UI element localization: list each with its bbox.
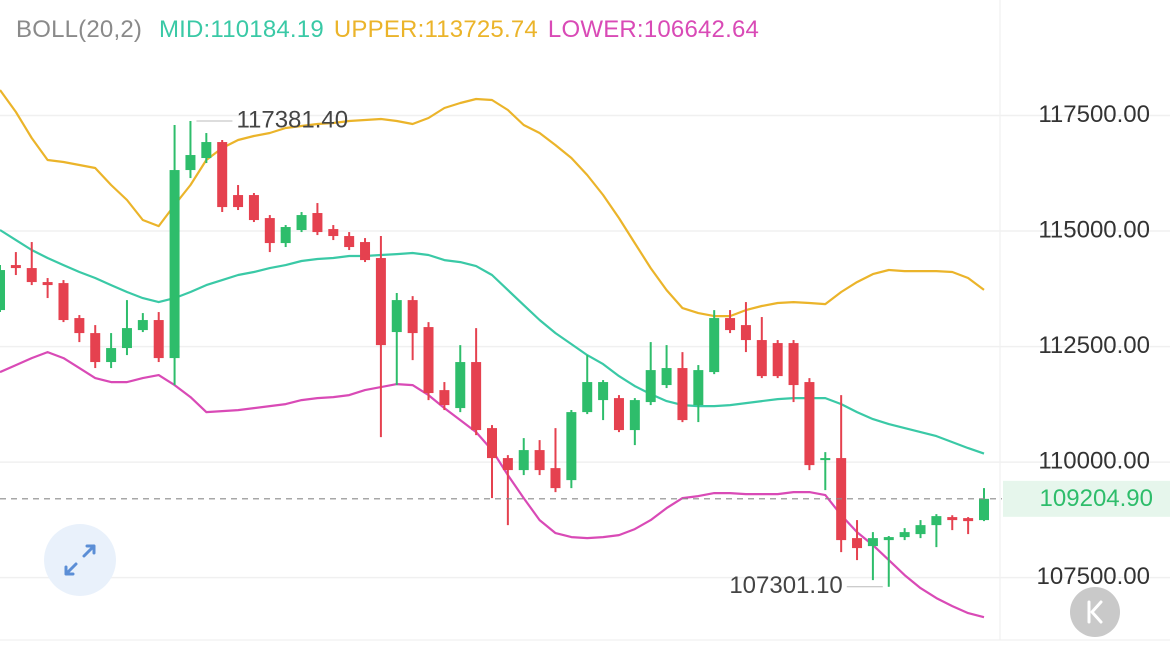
candle-body: [407, 300, 418, 334]
legend-entry: MID:110184.19: [159, 16, 324, 43]
candle-body: [629, 400, 640, 431]
candle-body: [169, 170, 180, 359]
last-price-label: 109204.90: [1040, 485, 1153, 512]
candle-body: [233, 195, 244, 208]
y-tick-label: 107500.00: [1037, 563, 1150, 590]
candle-body: [661, 368, 672, 386]
candle-body: [502, 458, 513, 471]
indicator-line: [0, 229, 985, 455]
candle-body: [947, 517, 958, 521]
candle-body: [439, 390, 450, 406]
scroll-latest-bg[interactable]: [1070, 587, 1120, 637]
candle-body: [582, 382, 593, 413]
candle-body: [264, 218, 275, 244]
grid: 117500.00 115000.00 112500.00 110000.00 1075…: [0, 101, 1170, 590]
candle-body: [756, 340, 767, 377]
expand-button-bg[interactable]: [44, 524, 116, 596]
y-tick-label: 117500.00: [1038, 101, 1150, 128]
candle-body: [613, 398, 624, 431]
candle-body: [455, 362, 466, 409]
candle-body: [899, 532, 910, 538]
candle-body: [963, 518, 974, 522]
last-price-box: [1003, 480, 1170, 517]
candle-body: [740, 325, 751, 341]
candle-body: [137, 320, 148, 331]
candle-body: [248, 195, 259, 221]
candle-body: [487, 428, 497, 459]
candle-body: [185, 155, 196, 171]
y-tick-label: 110000.00: [1038, 447, 1150, 474]
candle-body: [423, 327, 434, 394]
candle-body: [883, 537, 894, 541]
candle-body: [0, 270, 5, 311]
candle-body: [58, 283, 69, 321]
candle-body: [804, 382, 815, 466]
candle-body: [42, 282, 53, 286]
legend-value: 106642.64: [643, 16, 760, 43]
candle-body: [344, 236, 355, 248]
candle-body: [788, 343, 799, 386]
y-tick-label: 112500.00: [1038, 332, 1150, 359]
candle-body: [518, 450, 529, 471]
scroll-latest-button[interactable]: [1070, 587, 1120, 637]
candle-body: [598, 382, 609, 401]
candle-body: [153, 320, 164, 359]
legend-value: 110184.19: [210, 16, 324, 43]
legend-entry: UPPER:113725.74: [334, 16, 538, 43]
candle-body: [201, 142, 212, 159]
candle-body: [693, 370, 704, 406]
candles: [0, 121, 989, 587]
candle-body: [391, 300, 402, 333]
candle-body: [772, 343, 783, 377]
candle-body: [296, 215, 307, 231]
legend-name: MID:: [158, 16, 211, 43]
indicator-name: BOLL(20,2): [16, 16, 143, 43]
candle-body: [217, 142, 228, 208]
indicator-legend: BOLL(20,2) MID:110184.19 UPPER:113725.74 L…: [16, 16, 759, 44]
candle-body: [867, 538, 878, 547]
candle-body: [820, 458, 831, 461]
candle-body: [106, 348, 117, 363]
legend-name: UPPER:: [333, 16, 425, 43]
candle-body: [26, 268, 37, 283]
candle-body: [566, 412, 577, 481]
legend-value: 113725.74: [424, 16, 538, 43]
candle-body: [645, 370, 656, 403]
candle-body: [328, 229, 339, 237]
candle-body: [931, 516, 942, 526]
legend-name: LOWER:: [547, 16, 644, 43]
candle-body: [471, 362, 482, 431]
candle-body: [121, 328, 132, 349]
y-tick-label: 115000.00: [1038, 216, 1150, 243]
low-label: 107301.10: [729, 572, 842, 599]
candle-body: [312, 213, 323, 233]
expand-icon: [64, 544, 96, 576]
candle-body: [74, 318, 85, 334]
overlay: 109204.90 117381.40 107301.10: [0, 106, 1170, 599]
candle-body: [852, 538, 863, 549]
candle-body: [375, 258, 386, 346]
scroll-latest-icon: [1087, 600, 1103, 624]
candle-body: [550, 468, 561, 489]
candle-body: [10, 265, 21, 269]
candle-body: [677, 368, 688, 421]
candle-body: [90, 333, 101, 363]
candle-body: [280, 227, 291, 244]
candle-body: [709, 318, 720, 373]
candle-body: [360, 242, 371, 261]
candle-body: [915, 525, 926, 535]
candle-body: [534, 450, 545, 471]
high-label: 117381.40: [236, 106, 348, 133]
candle-body: [979, 498, 989, 521]
indicator-line: [0, 89, 985, 318]
candle-body: [725, 318, 736, 331]
legend-entry: LOWER:106642.64: [548, 16, 759, 43]
expand-button[interactable]: [44, 524, 116, 596]
